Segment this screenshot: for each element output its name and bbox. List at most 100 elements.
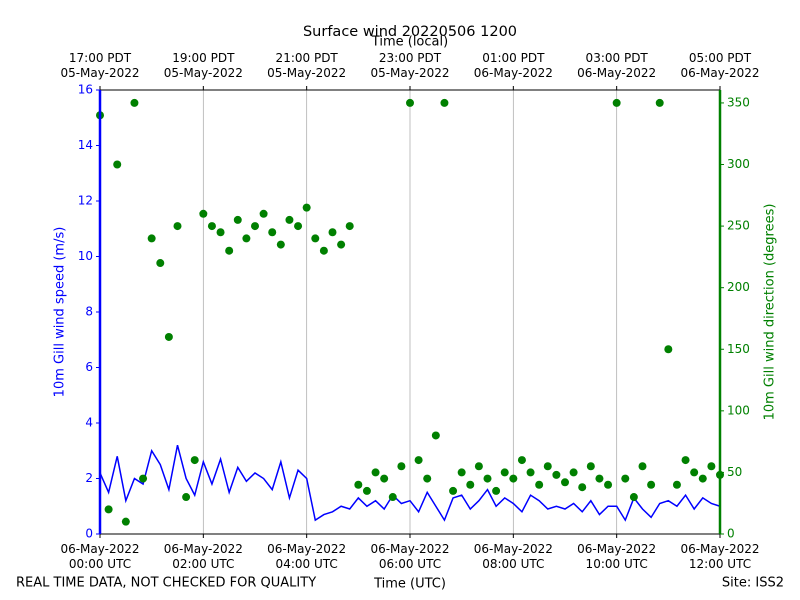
x2-tick-label: 21:00 PDT 05-May-2022 [267, 51, 347, 80]
direction-point [337, 240, 346, 249]
direction-point [535, 480, 544, 489]
y2-tick-label: 250 [727, 219, 750, 233]
direction-point [294, 222, 303, 231]
y2-tick-label: 0 [727, 527, 735, 541]
direction-point [251, 222, 259, 231]
direction-point [681, 456, 690, 465]
direction-point [612, 98, 621, 107]
direction-point [698, 474, 707, 483]
direction-point [466, 480, 475, 489]
direction-point [457, 468, 466, 477]
direction-point [207, 222, 216, 231]
y-tick-label: 12 [78, 194, 93, 208]
direction-point [285, 215, 294, 224]
direction-point [629, 493, 638, 502]
x2-axis-label: Time (local) [371, 35, 448, 50]
direction-point [242, 234, 251, 243]
direction-point [164, 332, 173, 341]
y-tick-label: 4 [85, 416, 93, 430]
direction-point [354, 480, 363, 489]
x-tick-label: 06-May-2022 02:00 UTC [163, 542, 243, 571]
direction-point [190, 456, 199, 465]
direction-point [173, 222, 182, 231]
direction-point [664, 345, 673, 354]
y2-tick-label: 150 [727, 342, 750, 356]
direction-point [526, 468, 535, 477]
direction-point [406, 98, 414, 107]
direction-point [561, 478, 569, 487]
direction-point [569, 468, 578, 477]
x2-tick-label: 19:00 PDT 05-May-2022 [163, 51, 243, 80]
direction-point [182, 493, 191, 502]
direction-point [423, 474, 432, 483]
direction-point [276, 240, 285, 249]
y2-tick-label: 350 [727, 95, 750, 109]
x-tick-label: 06-May-2022 00:00 UTC [60, 542, 140, 571]
y-tick-label: 16 [78, 83, 93, 97]
direction-point [552, 470, 561, 479]
direction-point [647, 480, 656, 489]
direction-point [690, 468, 699, 477]
direction-point [130, 98, 139, 107]
direction-point [483, 474, 492, 483]
direction-point [517, 456, 526, 465]
direction-point [431, 431, 440, 440]
direction-point [139, 474, 148, 483]
direction-point [638, 462, 647, 471]
direction-point [414, 456, 423, 465]
footer-note: REAL TIME DATA, NOT CHECKED FOR QUALITY [16, 576, 316, 591]
x-tick-label: 06-May-2022 08:00 UTC [473, 542, 553, 571]
x2-tick-label: 03:00 PDT 06-May-2022 [577, 51, 657, 80]
y-tick-label: 6 [85, 360, 93, 374]
direction-point [492, 486, 501, 495]
x-tick-label: 06-May-2022 10:00 UTC [577, 542, 657, 571]
direction-point [156, 259, 165, 268]
direction-point [225, 246, 234, 255]
direction-point [380, 474, 389, 483]
direction-point [268, 228, 277, 237]
y2-tick-label: 200 [727, 280, 750, 294]
speed-line [99, 445, 721, 522]
x-axis-label: Time (UTC) [373, 577, 446, 592]
direction-point [509, 474, 518, 483]
direction-point [397, 462, 406, 471]
direction-point [362, 486, 371, 495]
direction-point [388, 493, 397, 502]
x2-tick-label: 17:00 PDT 05-May-2022 [60, 51, 140, 80]
y-tick-label: 0 [85, 527, 93, 541]
y2-tick-label: 100 [727, 403, 750, 417]
direction-point [578, 483, 587, 492]
y2-tick-label: 300 [727, 157, 750, 171]
y-axis-label: 10m Gill wind speed (m/s) [53, 227, 68, 398]
direction-point [595, 474, 604, 483]
direction-point [371, 468, 380, 477]
y-tick-label: 2 [85, 471, 93, 485]
direction-point [328, 228, 337, 237]
direction-point [302, 203, 311, 212]
direction-point [216, 228, 225, 237]
direction-point [147, 234, 156, 243]
x2-tick-label: 23:00 PDT 05-May-2022 [370, 51, 450, 80]
x-tick-label: 06-May-2022 12:00 UTC [680, 542, 760, 571]
x-tick-label: 06-May-2022 04:00 UTC [267, 542, 347, 571]
direction-point [621, 474, 630, 483]
direction-point [199, 209, 208, 218]
site-label: Site: ISS2 [722, 576, 784, 591]
direction-point [655, 98, 664, 107]
y2-axis-label: 10m Gill wind direction (degrees) [763, 204, 778, 421]
direction-point [707, 462, 716, 471]
direction-point [104, 505, 113, 514]
direction-point [500, 468, 509, 477]
y-tick-label: 10 [78, 249, 93, 263]
y2-tick-label: 50 [727, 465, 742, 479]
x2-tick-label: 01:00 PDT 06-May-2022 [473, 51, 553, 80]
direction-point [672, 480, 681, 489]
direction-point [543, 462, 552, 471]
direction-point [604, 480, 613, 489]
x-tick-label: 06-May-2022 06:00 UTC [370, 542, 450, 571]
direction-point [474, 462, 483, 471]
direction-point [440, 98, 449, 107]
direction-point [233, 215, 242, 224]
